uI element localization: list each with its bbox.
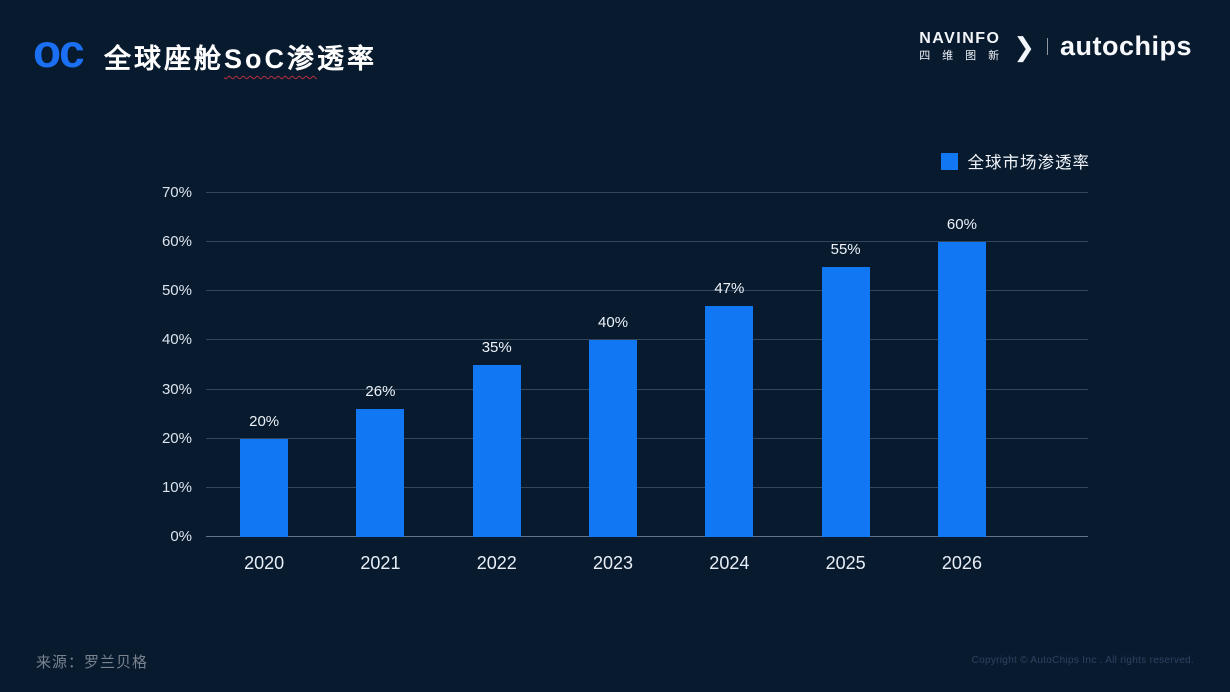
legend-label: 全球市场渗透率 (967, 154, 1090, 172)
x-axis-label: 2020 (244, 553, 285, 573)
x-axis-label: 2023 (593, 553, 634, 573)
y-axis-label: 20% (161, 429, 192, 447)
brand-logos: NAVINFO 四维图新 ❯ autochips (919, 31, 1192, 62)
y-axis-label: 50% (161, 282, 192, 300)
bar (589, 340, 638, 537)
bar-column: 26% 2021 (322, 193, 438, 573)
bar-column: 47% 2024 (671, 193, 787, 573)
x-axis-label: 2024 (709, 553, 750, 573)
bar (937, 242, 986, 537)
y-axis-label: 10% (161, 478, 192, 496)
gridline (206, 339, 1088, 341)
bar-value-label: 40% (598, 314, 629, 332)
bar-column: 35% 2022 (439, 193, 555, 573)
legend-swatch (940, 152, 958, 170)
navinfo-logo: NAVINFO 四维图新 ❯ (919, 31, 1035, 62)
chevron-right-icon: ❯ (1013, 31, 1035, 62)
y-axis-label: 40% (161, 331, 192, 349)
gridline (206, 192, 1088, 193)
x-axis-label: 2021 (360, 553, 401, 573)
gridline (206, 437, 1088, 439)
bar (821, 266, 870, 537)
chart-legend: 全球市场渗透率 (940, 149, 1091, 173)
bar-value-label: 35% (481, 339, 512, 356)
x-axis-label: 2026 (941, 553, 982, 573)
source-note: 来源：罗兰贝格 (36, 654, 149, 671)
bar (356, 409, 405, 537)
x-axis-label: 2022 (476, 553, 517, 573)
navinfo-cn-text: 四维图新 (919, 50, 1012, 62)
x-axis-label: 2025 (825, 553, 866, 573)
title-text-end: 透率 (317, 44, 377, 74)
oc-logo: oc (33, 25, 85, 77)
gridline (206, 486, 1088, 488)
y-axis-label: 60% (161, 233, 192, 251)
navinfo-en-text: NAVINFO (919, 30, 1001, 47)
bar-column: 60% 2026 (904, 193, 1020, 573)
page-title: 全球座舱SoC渗透率 (104, 37, 377, 76)
bar (240, 438, 289, 537)
y-axis-label: 0% (170, 528, 192, 545)
gridline (206, 536, 1088, 537)
bar (472, 365, 521, 537)
bar-value-label: 55% (830, 240, 861, 258)
navinfo-wordmark: NAVINFO 四维图新 (919, 31, 1011, 62)
title-text-spellcheck-underline: SoC渗 (224, 44, 317, 74)
bar-value-label: 26% (365, 383, 396, 401)
gridline (206, 290, 1088, 292)
gridline (206, 388, 1088, 390)
bar-value-label: 60% (946, 216, 977, 234)
bar-value-label: 47% (714, 280, 745, 298)
copyright-note: Copyright © AutoChips Inc . All rights r… (971, 655, 1194, 666)
bar-chart: 0% 10% 20% 30% 40% 50% 60% 70% 20% 2020 26% 2021 35%… (162, 184, 1088, 573)
bar-column: 40% 2023 (555, 193, 671, 573)
autochips-logo: autochips (1059, 31, 1192, 61)
bar-column: 55% 2025 (788, 193, 904, 573)
gridline (206, 241, 1088, 243)
brand-separator (1046, 38, 1048, 55)
title-text-start: 全球座舱 (104, 44, 224, 74)
y-axis-label: 70% (161, 184, 192, 201)
y-axis-label: 30% (161, 380, 192, 398)
bar-column: 20% 2020 (206, 193, 322, 573)
bar (705, 306, 754, 537)
bar-value-label: 20% (249, 412, 280, 430)
